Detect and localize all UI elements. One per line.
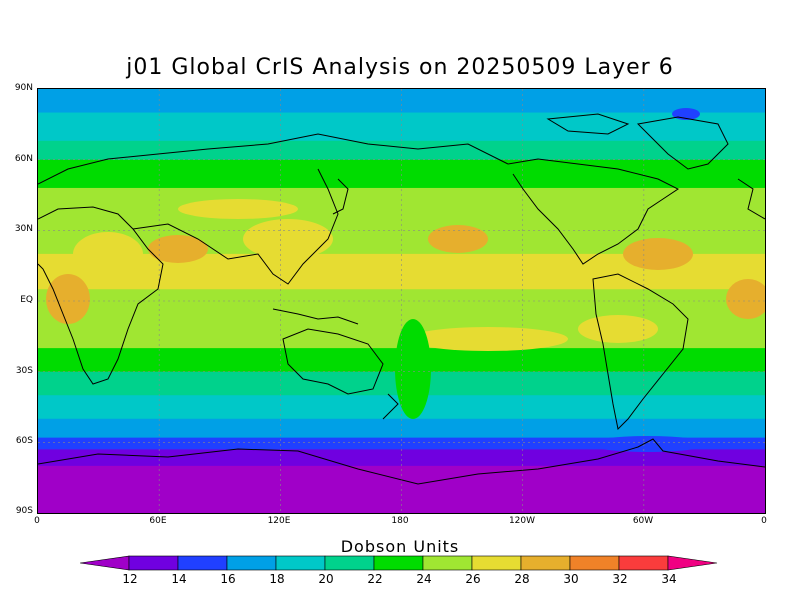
ozone-field-plot bbox=[38, 89, 765, 513]
colorbar-title: Dobson Units bbox=[340, 537, 460, 556]
colorbar-segment bbox=[520, 555, 571, 571]
patch-antarctic-blue bbox=[588, 436, 708, 452]
lon-label-180: 180 bbox=[391, 516, 409, 526]
lon-label-120e: 120E bbox=[267, 516, 291, 526]
patch-atlantic bbox=[623, 238, 693, 270]
ozone-patches bbox=[46, 108, 765, 452]
patch-africa-w bbox=[726, 279, 765, 319]
map-title: j01 Global CrIS Analysis on 20250509 Lay… bbox=[126, 55, 674, 80]
coast-asia-south bbox=[132, 168, 339, 285]
colorbar-segment bbox=[177, 555, 228, 571]
colorbar-segment bbox=[128, 555, 179, 571]
ozone-band bbox=[38, 418, 765, 439]
ozone-band bbox=[38, 112, 765, 142]
patch-green-tongue bbox=[395, 319, 431, 419]
patch-pacific-belt bbox=[298, 259, 538, 279]
coast-new-zealand bbox=[382, 393, 399, 420]
lat-label-60n: 60N bbox=[14, 154, 33, 164]
coast-eurasia-north bbox=[38, 133, 509, 185]
colorbar-segment bbox=[569, 555, 620, 571]
coast-africa bbox=[38, 206, 164, 385]
colorbar-label: 34 bbox=[661, 572, 677, 586]
colorbar-label: 30 bbox=[563, 572, 579, 586]
patch-midlat-asia bbox=[178, 199, 298, 219]
patch-south-pacific bbox=[408, 327, 568, 351]
coast-australia bbox=[282, 328, 384, 395]
coast-south-america bbox=[592, 273, 689, 431]
coastlines bbox=[38, 113, 765, 485]
ozone-band bbox=[38, 437, 765, 450]
colorbar-label: 26 bbox=[465, 572, 481, 586]
colorbar-label: 24 bbox=[416, 572, 432, 586]
colorbar-segment bbox=[471, 555, 522, 571]
patch-arabia bbox=[148, 235, 208, 263]
coast-greenland bbox=[636, 116, 729, 170]
coast-indonesia bbox=[272, 308, 359, 325]
colorbar-label: 32 bbox=[612, 572, 628, 586]
colorbar-label: 14 bbox=[171, 572, 187, 586]
lat-label-60s: 60S bbox=[15, 436, 33, 446]
coast-japan bbox=[332, 178, 349, 215]
lon-label-60w: 60W bbox=[632, 516, 654, 526]
colorbar-label: 20 bbox=[318, 572, 334, 586]
ozone-band bbox=[38, 449, 765, 467]
colorbar bbox=[80, 555, 718, 571]
colorbar-segment bbox=[275, 555, 326, 571]
lon-label-60e: 60E bbox=[149, 516, 167, 526]
colorbar-label: 28 bbox=[514, 572, 530, 586]
patch-asia bbox=[243, 219, 333, 259]
lat-label-30s: 30S bbox=[15, 366, 33, 376]
lon-label-0-end: 0 bbox=[761, 516, 767, 526]
colorbar-max-triangle bbox=[667, 555, 718, 571]
patch-south-america bbox=[578, 315, 658, 343]
colorbar-label: 18 bbox=[269, 572, 285, 586]
patch-pacific bbox=[428, 225, 488, 253]
patch-africa-n bbox=[73, 232, 143, 276]
coast-antarctica bbox=[38, 438, 765, 485]
colorbar-label: 12 bbox=[122, 572, 138, 586]
coast-north-america bbox=[507, 158, 679, 265]
colorbar-segment bbox=[422, 555, 473, 571]
colorbar-segment bbox=[373, 555, 424, 571]
lat-label-eq: EQ bbox=[20, 295, 33, 305]
lon-label-0: 0 bbox=[34, 516, 40, 526]
coast-arctic-islands bbox=[546, 113, 630, 135]
colorbar-label: 16 bbox=[220, 572, 236, 586]
lat-label-30n: 30N bbox=[14, 224, 33, 234]
lat-label-90s: 90S bbox=[15, 506, 33, 516]
colorbar-segment bbox=[226, 555, 277, 571]
coast-europe bbox=[737, 178, 765, 220]
patch-africa-e bbox=[46, 274, 90, 324]
lat-label-90n: 90N bbox=[14, 83, 33, 93]
ozone-map bbox=[37, 88, 766, 514]
colorbar-segment bbox=[324, 555, 375, 571]
colorbar-min-triangle bbox=[80, 555, 130, 571]
lon-label-120w: 120W bbox=[508, 516, 536, 526]
colorbar-segment bbox=[618, 555, 669, 571]
colorbar-label: 22 bbox=[367, 572, 383, 586]
grid-lines bbox=[38, 89, 765, 513]
